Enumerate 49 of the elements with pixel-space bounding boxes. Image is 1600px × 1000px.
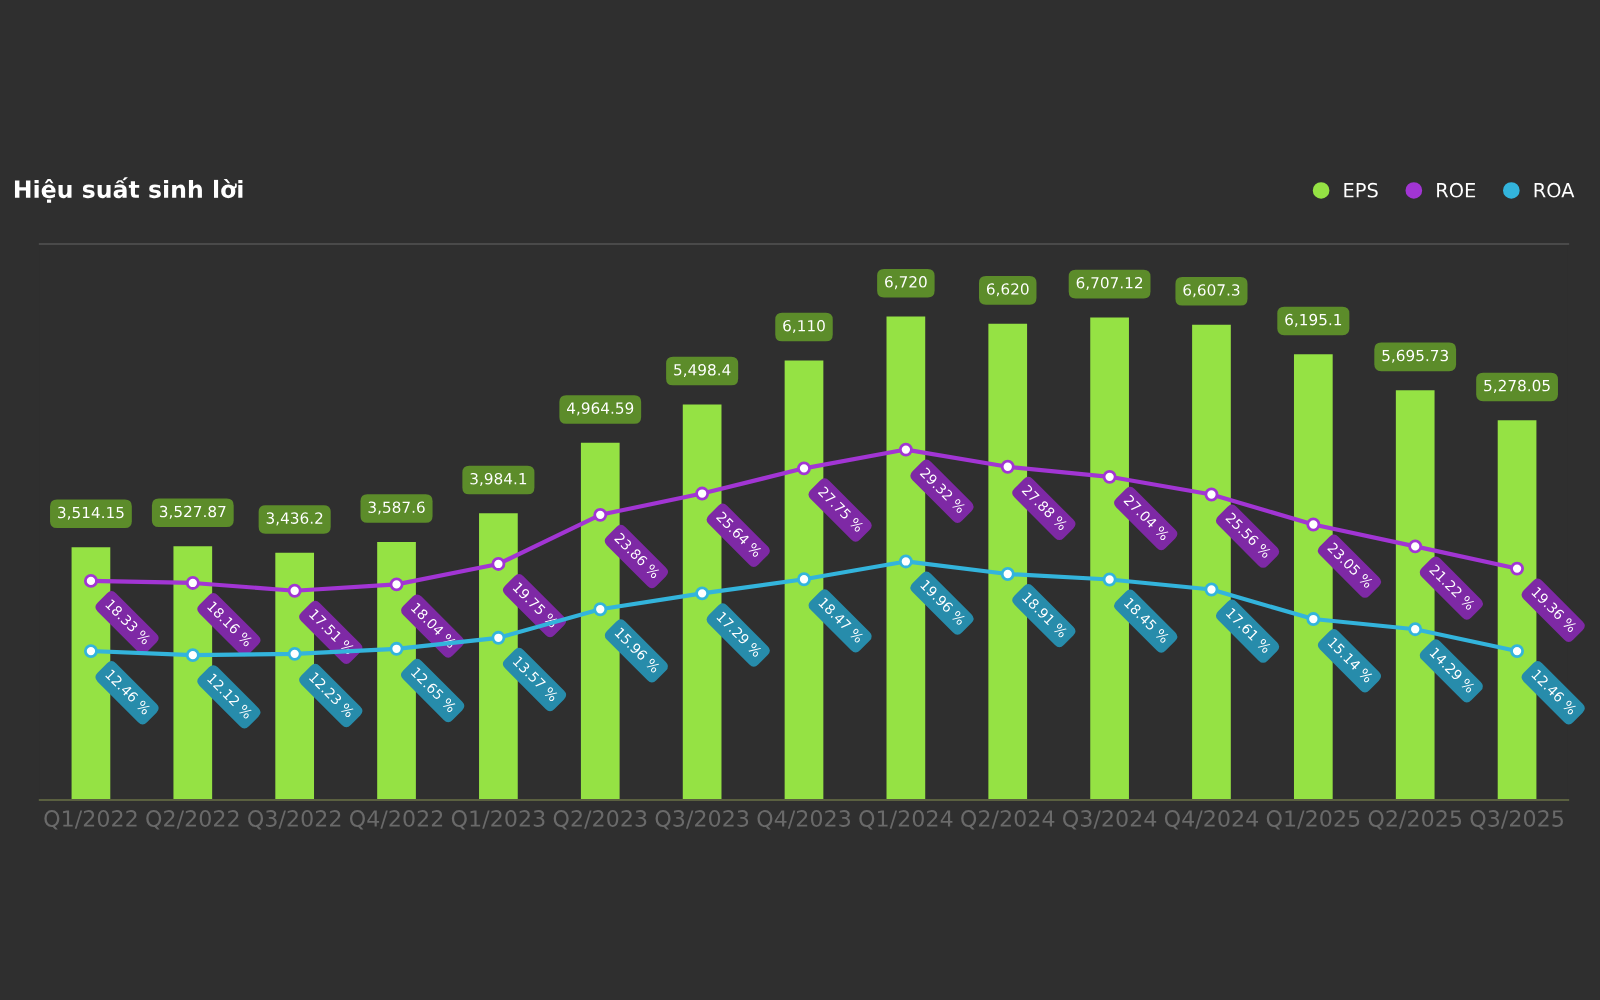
point [593,507,608,522]
point [797,461,811,476]
x-tick-label: Q2/2023 [553,810,647,830]
x-tick-label: Q1/2022 [44,810,137,830]
point [1510,561,1525,576]
point [287,646,302,661]
point [1510,644,1525,659]
point [1102,572,1117,587]
x-tick-label: Q3/2024 [1063,810,1157,830]
point [593,602,608,617]
point [1000,567,1015,581]
x-tick-label: Q2/2025 [1368,810,1462,830]
point [389,577,404,592]
point [695,486,710,501]
point [287,583,302,598]
legend-label: EPS [1344,182,1378,198]
point [797,572,811,587]
x-tick-label: Q1/2025 [1266,810,1360,830]
x-tick-label: Q4/2024 [1164,810,1259,830]
point [1408,622,1423,637]
x-tick-label: Q4/2023 [757,810,851,830]
x-tick-label: Q3/2023 [655,810,749,830]
x-tick-label: Q3/2025 [1470,810,1563,830]
x-tick-label: Q1/2023 [451,810,545,830]
x-tick-label: Q1/2024 [859,810,953,830]
point [1000,459,1015,474]
point [898,554,913,569]
x-tick-label: Q2/2022 [146,810,239,830]
point [898,442,913,457]
point [1102,469,1117,484]
point [695,586,710,601]
chart-title: Hiệu suất sinh lời [14,177,243,203]
x-tick-label: Q2/2024 [961,810,1055,830]
point [83,644,98,659]
legend-label: ROA [1534,182,1575,198]
point [185,648,200,663]
point [1306,517,1321,532]
point [389,641,404,656]
point [1204,487,1219,502]
point [83,573,98,588]
x-tick-label: Q3/2022 [248,810,341,830]
point [1306,612,1321,626]
x-tick-label: Q4/2022 [349,810,443,830]
point [185,576,200,590]
point [1204,582,1219,597]
point [491,557,506,571]
point [1408,539,1423,554]
legend-label: ROE [1437,182,1476,198]
point [491,630,506,645]
